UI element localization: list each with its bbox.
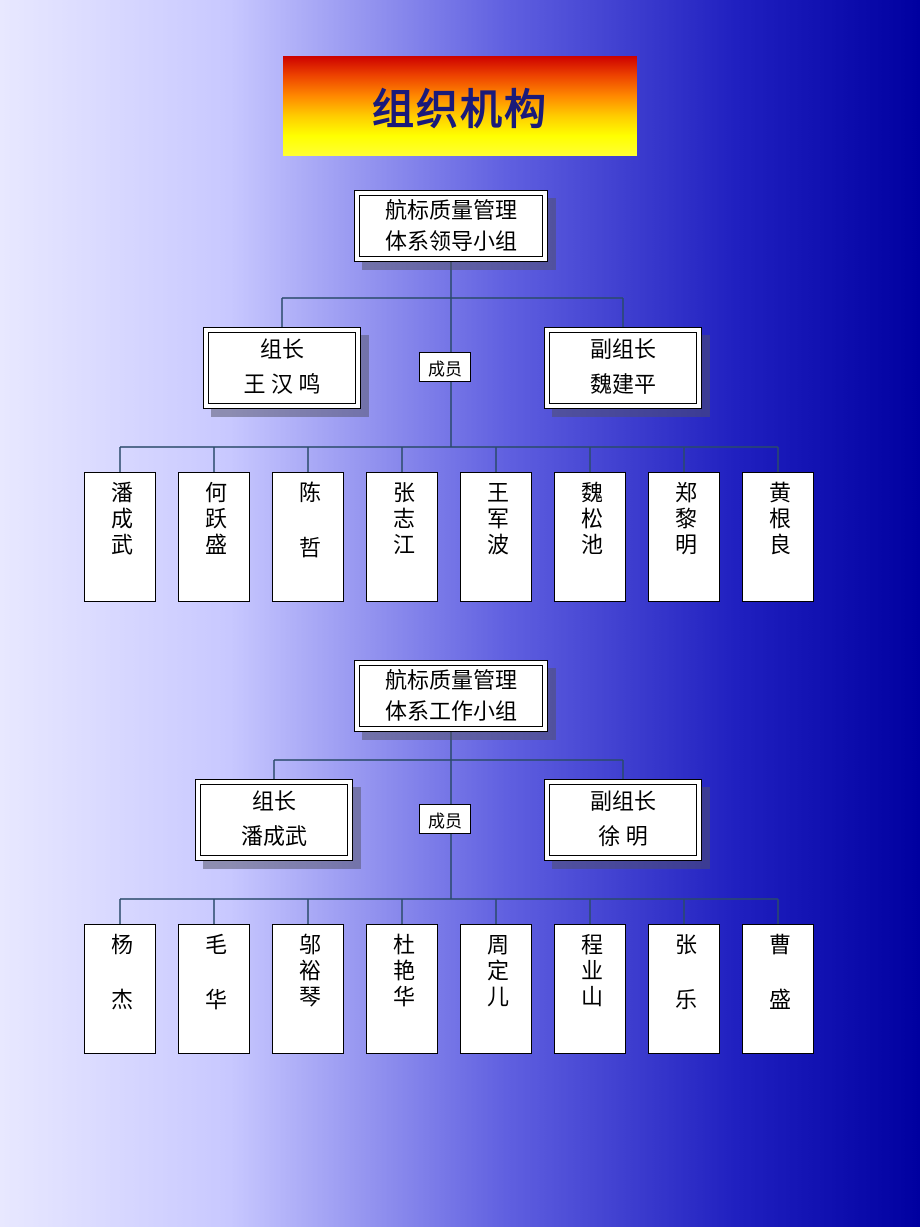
member-name: 何跃盛 [203, 481, 225, 559]
member-name: 程业山 [579, 933, 601, 1011]
member-node: 邬裕琴 [272, 924, 344, 1054]
leader-name: 王 汉 鸣 [243, 370, 320, 401]
member-name: 杨 杰 [109, 933, 131, 1014]
root-line2: 体系工作小组 [385, 697, 517, 728]
member-name: 王军波 [485, 481, 507, 559]
member-node: 周定儿 [460, 924, 532, 1054]
root-line1: 航标质量管理 [385, 196, 517, 227]
root-line2: 体系领导小组 [385, 227, 517, 258]
member-name: 黄根良 [767, 481, 789, 559]
member-name: 陈 哲 [297, 481, 319, 562]
member-node: 毛 华 [178, 924, 250, 1054]
member-node: 陈 哲 [272, 472, 344, 602]
vice-name: 魏建平 [590, 370, 656, 401]
leader-role: 组长 [260, 335, 304, 366]
member-name: 毛 华 [203, 933, 225, 1014]
member-name: 潘成武 [109, 481, 131, 559]
leader-role: 组长 [252, 787, 296, 818]
vice-name: 徐 明 [598, 822, 648, 853]
leader-name: 潘成武 [241, 822, 307, 853]
member-node: 黄根良 [742, 472, 814, 602]
member-name: 曹 盛 [767, 933, 789, 1014]
page-title: 组织机构 [283, 56, 637, 156]
member-node: 杜艳华 [366, 924, 438, 1054]
member-name: 张 乐 [673, 933, 695, 1014]
member-node: 王军波 [460, 472, 532, 602]
member-name: 周定儿 [485, 933, 507, 1011]
vice-role: 副组长 [590, 787, 656, 818]
member-name: 魏松池 [579, 481, 601, 559]
member-node: 杨 杰 [84, 924, 156, 1054]
root-line1: 航标质量管理 [385, 666, 517, 697]
root-node: 航标质量管理 体系工作小组 [354, 660, 548, 732]
member-node: 潘成武 [84, 472, 156, 602]
member-node: 何跃盛 [178, 472, 250, 602]
root-node: 航标质量管理 体系领导小组 [354, 190, 548, 262]
leader-node: 组长 潘成武 [195, 779, 353, 861]
vice-node: 副组长 徐 明 [544, 779, 702, 861]
members-label: 成员 [419, 804, 471, 834]
leader-node: 组长 王 汉 鸣 [203, 327, 361, 409]
members-label: 成员 [419, 352, 471, 382]
member-name: 张志江 [391, 481, 413, 559]
member-node: 郑黎明 [648, 472, 720, 602]
member-node: 张 乐 [648, 924, 720, 1054]
member-node: 程业山 [554, 924, 626, 1054]
member-node: 张志江 [366, 472, 438, 602]
member-name: 郑黎明 [673, 481, 695, 559]
member-node: 曹 盛 [742, 924, 814, 1054]
member-name: 邬裕琴 [297, 933, 319, 1011]
member-node: 魏松池 [554, 472, 626, 602]
vice-node: 副组长 魏建平 [544, 327, 702, 409]
member-name: 杜艳华 [391, 933, 413, 1011]
vice-role: 副组长 [590, 335, 656, 366]
